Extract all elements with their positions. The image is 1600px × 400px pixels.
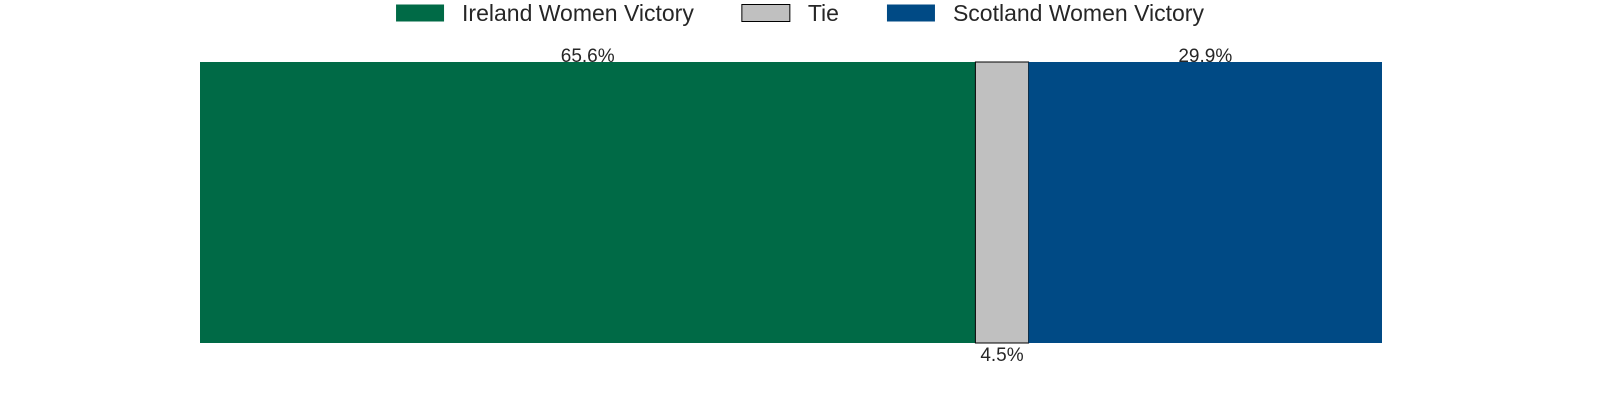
bar-segments	[200, 61, 1382, 344]
data-label-ireland-women-victory: 65.6%	[561, 46, 615, 67]
legend-swatch-ireland-women-victory	[396, 4, 445, 22]
legend-label-ireland-women-victory: Ireland Women Victory	[462, 0, 694, 26]
data-label-tie: 4.5%	[980, 345, 1023, 366]
legend-swatch-scotland-women-victory	[886, 4, 935, 22]
bar-segment-tie	[974, 61, 1030, 344]
legend-swatch-tie	[741, 4, 791, 22]
legend: Ireland Women Victory Tie Scotland Women V…	[396, 0, 1204, 26]
legend-label-tie: Tie	[808, 0, 839, 26]
legend-label-scotland-women-victory: Scotland Women Victory	[953, 0, 1204, 26]
data-labels: 65.6% 4.5% 29.9%	[561, 46, 1233, 366]
data-label-scotland-women-victory: 29.9%	[1178, 46, 1232, 67]
bar-segment-scotland-women-victory	[1028, 62, 1382, 343]
bar-segment-ireland-women-victory	[200, 62, 976, 343]
